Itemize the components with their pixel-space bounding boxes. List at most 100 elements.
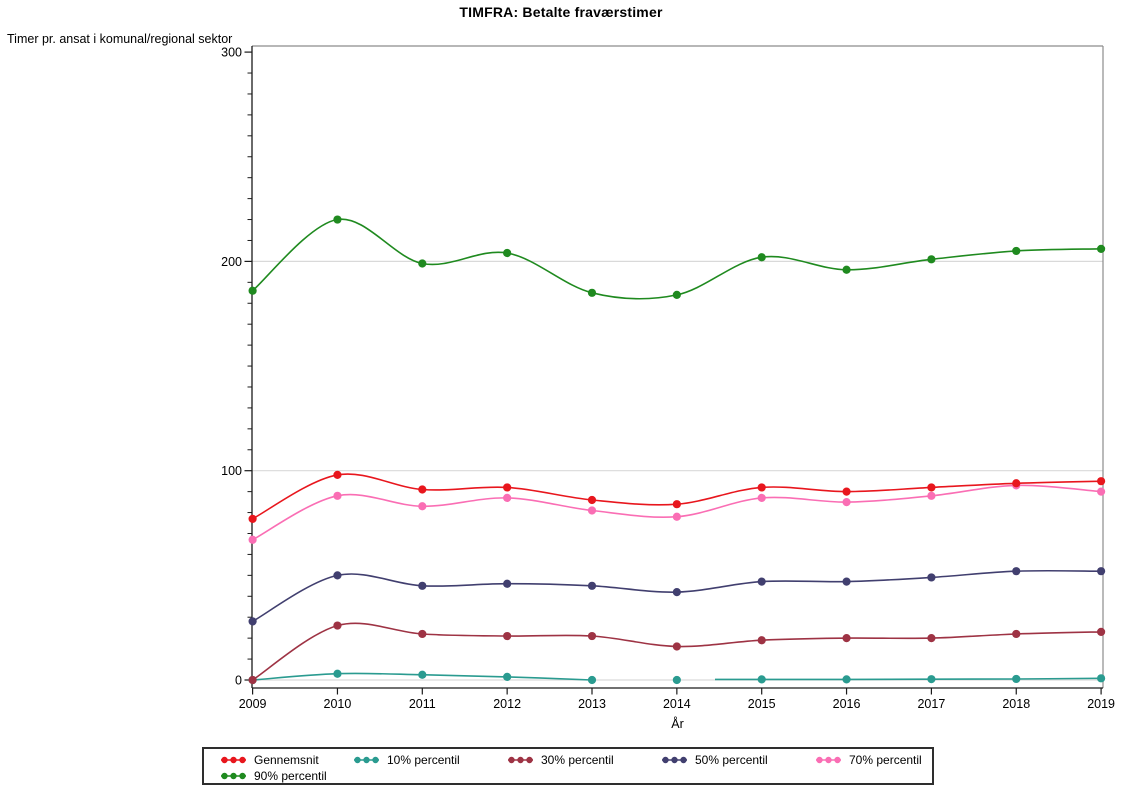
legend-item-gennemsnit: Gennemsnit xyxy=(220,753,353,767)
legend: Gennemsnit 10% percentil 30% percentil 50% … xyxy=(202,747,934,785)
x-tick-label: 2010 xyxy=(324,697,352,711)
series-10-percentil xyxy=(248,669,1106,685)
y-tick-label: 200 xyxy=(221,255,242,269)
data-point-50-percentil xyxy=(672,587,681,597)
x-tick-label: 2011 xyxy=(409,697,436,711)
data-point-10-percentil xyxy=(672,675,681,685)
data-point-70-percentil xyxy=(842,497,851,507)
data-point-gennemsnit xyxy=(842,487,851,496)
data-point-70-percentil xyxy=(587,506,597,515)
data-point-90-percentil xyxy=(248,286,257,295)
data-point-30-percentil xyxy=(1012,629,1021,639)
series-50-percentil xyxy=(248,567,1106,626)
series-30-percentil xyxy=(248,621,1106,685)
data-point-30-percentil xyxy=(418,629,427,639)
data-point-gennemsnit xyxy=(503,483,512,492)
x-tick-label: 2014 xyxy=(663,697,691,711)
data-point-90-percentil xyxy=(842,265,851,274)
data-point-90-percentil xyxy=(927,255,936,264)
data-point-10-percentil xyxy=(842,675,851,684)
data-point-30-percentil xyxy=(842,634,851,643)
data-point-70-percentil xyxy=(672,512,681,521)
legend-marker-10-percentil xyxy=(354,756,379,764)
series-90-percentil xyxy=(248,215,1106,300)
series-line-10-percentil xyxy=(715,677,1102,681)
data-point-70-percentil xyxy=(757,493,766,503)
data-point-10-percentil xyxy=(1012,674,1021,684)
data-point-gennemsnit xyxy=(672,500,681,509)
data-point-10-percentil xyxy=(757,675,766,684)
data-point-50-percentil xyxy=(248,617,257,626)
legend-label-90-percentil: 90% percentil xyxy=(254,769,327,783)
data-point-50-percentil xyxy=(757,577,766,586)
data-point-10-percentil xyxy=(1097,674,1106,683)
data-point-30-percentil xyxy=(1097,627,1106,636)
data-point-90-percentil xyxy=(672,290,681,299)
data-point-30-percentil xyxy=(672,642,681,651)
data-point-gennemsnit xyxy=(1097,477,1106,486)
data-point-70-percentil xyxy=(248,535,257,544)
data-point-90-percentil xyxy=(503,248,512,258)
data-point-50-percentil xyxy=(418,581,427,590)
data-point-30-percentil xyxy=(927,634,936,643)
data-point-50-percentil xyxy=(842,577,851,586)
x-tick-label: 2018 xyxy=(1002,697,1030,711)
x-tick-label: 2015 xyxy=(748,697,776,711)
data-point-30-percentil xyxy=(248,675,257,685)
data-point-gennemsnit xyxy=(418,485,427,494)
data-point-70-percentil xyxy=(418,502,427,511)
legend-label-10-percentil: 10% percentil xyxy=(387,753,460,767)
y-tick-label: 100 xyxy=(221,464,242,478)
series-line-gennemsnit xyxy=(252,473,1102,520)
data-point-gennemsnit xyxy=(757,483,766,492)
data-point-70-percentil xyxy=(1097,487,1106,496)
data-point-50-percentil xyxy=(1012,567,1021,576)
x-axis-label: År xyxy=(671,717,684,731)
legend-label-50-percentil: 50% percentil xyxy=(695,753,768,767)
data-point-10-percentil xyxy=(587,675,597,685)
legend-marker-90-percentil xyxy=(221,772,246,780)
data-point-10-percentil xyxy=(503,672,512,681)
legend-label-gennemsnit: Gennemsnit xyxy=(254,753,319,767)
data-point-gennemsnit xyxy=(587,495,597,505)
chart-title: TIMFRA: Betalte fraværstimer xyxy=(459,4,663,20)
legend-item-90-percentil: 90% percentil xyxy=(220,769,327,783)
legend-item-10-percentil: 10% percentil xyxy=(353,753,507,767)
y-tick-label: 300 xyxy=(221,46,242,60)
data-point-70-percentil xyxy=(927,491,936,500)
series-line-30-percentil xyxy=(252,622,1102,681)
data-point-50-percentil xyxy=(503,579,512,588)
data-point-90-percentil xyxy=(333,215,342,224)
data-point-gennemsnit xyxy=(333,470,342,479)
x-tick-label: 2017 xyxy=(917,697,945,711)
legend-item-70-percentil: 70% percentil xyxy=(815,753,969,767)
x-tick-label: 2016 xyxy=(833,697,861,711)
data-point-gennemsnit xyxy=(248,514,257,523)
data-point-70-percentil xyxy=(333,491,342,500)
x-tick-label: 2019 xyxy=(1087,697,1115,711)
data-point-50-percentil xyxy=(333,571,342,580)
series-line-90-percentil xyxy=(252,218,1102,300)
data-point-10-percentil xyxy=(333,669,342,678)
legend-row: 90% percentil xyxy=(220,768,932,784)
data-point-30-percentil xyxy=(503,631,512,641)
data-point-50-percentil xyxy=(1097,567,1106,576)
y-axis-label: Timer pr. ansat i komunal/regional sekto… xyxy=(7,32,233,46)
legend-marker-50-percentil xyxy=(662,756,687,764)
legend-marker-30-percentil xyxy=(508,756,533,764)
legend-label-30-percentil: 30% percentil xyxy=(541,753,614,767)
legend-item-30-percentil: 30% percentil xyxy=(507,753,661,767)
legend-row: Gennemsnit 10% percentil 30% percentil 50% … xyxy=(220,752,932,768)
series-line-70-percentil xyxy=(252,484,1102,541)
data-point-gennemsnit xyxy=(927,483,936,492)
data-point-10-percentil xyxy=(927,675,936,684)
data-point-30-percentil xyxy=(333,621,342,630)
legend-label-70-percentil: 70% percentil xyxy=(849,753,922,767)
data-point-gennemsnit xyxy=(1012,479,1021,488)
data-point-90-percentil xyxy=(757,253,766,262)
data-point-90-percentil xyxy=(1012,246,1021,256)
data-point-10-percentil xyxy=(418,670,427,679)
x-tick-label: 2013 xyxy=(578,697,606,711)
data-point-90-percentil xyxy=(1097,244,1106,253)
